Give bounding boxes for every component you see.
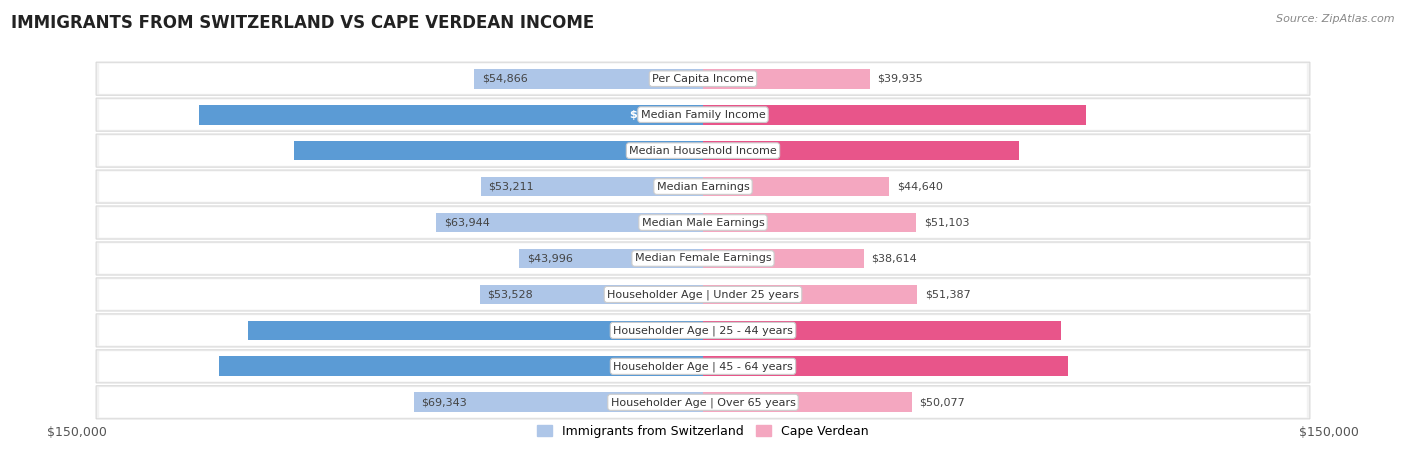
FancyBboxPatch shape: [100, 135, 1306, 166]
Text: $97,979: $97,979: [637, 146, 688, 156]
Text: $53,528: $53,528: [488, 290, 533, 299]
Bar: [703, 212, 917, 233]
FancyBboxPatch shape: [100, 351, 1306, 382]
Text: $69,343: $69,343: [422, 397, 467, 407]
Text: $39,935: $39,935: [877, 74, 922, 84]
Text: Median Male Earnings: Median Male Earnings: [641, 218, 765, 227]
FancyBboxPatch shape: [96, 98, 1310, 131]
Bar: [200, 105, 703, 125]
FancyBboxPatch shape: [96, 134, 1310, 167]
FancyBboxPatch shape: [96, 62, 1310, 95]
Bar: [703, 284, 917, 304]
Text: Per Capita Income: Per Capita Income: [652, 74, 754, 84]
Bar: [703, 69, 869, 89]
Bar: [294, 141, 703, 161]
FancyBboxPatch shape: [96, 206, 1310, 239]
FancyBboxPatch shape: [96, 170, 1310, 203]
Text: $44,640: $44,640: [897, 182, 942, 191]
FancyBboxPatch shape: [96, 278, 1310, 311]
Bar: [479, 284, 703, 304]
Text: $43,996: $43,996: [527, 254, 572, 263]
Text: Householder Age | Under 25 years: Householder Age | Under 25 years: [607, 289, 799, 300]
Bar: [436, 212, 703, 233]
Text: $50,077: $50,077: [920, 397, 965, 407]
Text: $85,758: $85,758: [718, 325, 769, 335]
FancyBboxPatch shape: [100, 207, 1306, 238]
Text: $75,848: $75,848: [718, 146, 769, 156]
FancyBboxPatch shape: [96, 350, 1310, 383]
FancyBboxPatch shape: [96, 314, 1310, 347]
FancyBboxPatch shape: [100, 171, 1306, 202]
FancyBboxPatch shape: [100, 315, 1306, 346]
Bar: [413, 392, 703, 412]
Text: Source: ZipAtlas.com: Source: ZipAtlas.com: [1277, 14, 1395, 24]
Bar: [247, 320, 703, 340]
Bar: [481, 177, 703, 197]
FancyBboxPatch shape: [100, 279, 1306, 310]
FancyBboxPatch shape: [96, 386, 1310, 419]
Text: Median Earnings: Median Earnings: [657, 182, 749, 191]
Text: $54,866: $54,866: [482, 74, 527, 84]
Text: $38,614: $38,614: [872, 254, 917, 263]
Bar: [703, 248, 865, 269]
FancyBboxPatch shape: [100, 243, 1306, 274]
Text: Householder Age | Over 65 years: Householder Age | Over 65 years: [610, 397, 796, 408]
Bar: [703, 392, 912, 412]
FancyBboxPatch shape: [100, 99, 1306, 130]
Bar: [703, 320, 1060, 340]
Text: Median Family Income: Median Family Income: [641, 110, 765, 120]
FancyBboxPatch shape: [100, 64, 1306, 94]
Text: $51,103: $51,103: [924, 218, 969, 227]
Text: $53,211: $53,211: [488, 182, 534, 191]
Text: Median Female Earnings: Median Female Earnings: [634, 254, 772, 263]
Text: $91,848: $91,848: [718, 110, 769, 120]
Bar: [703, 141, 1019, 161]
Bar: [519, 248, 703, 269]
Text: $51,387: $51,387: [925, 290, 970, 299]
Text: $63,944: $63,944: [444, 218, 489, 227]
Text: $120,726: $120,726: [630, 110, 688, 120]
FancyBboxPatch shape: [100, 387, 1306, 417]
Text: Median Household Income: Median Household Income: [628, 146, 778, 156]
Text: $109,185: $109,185: [630, 325, 688, 335]
Text: $87,580: $87,580: [718, 361, 769, 371]
Bar: [703, 177, 889, 197]
Bar: [474, 69, 703, 89]
Text: Householder Age | 45 - 64 years: Householder Age | 45 - 64 years: [613, 361, 793, 372]
Bar: [703, 105, 1085, 125]
Text: Householder Age | 25 - 44 years: Householder Age | 25 - 44 years: [613, 325, 793, 336]
Bar: [219, 356, 703, 376]
Legend: Immigrants from Switzerland, Cape Verdean: Immigrants from Switzerland, Cape Verdea…: [531, 420, 875, 443]
FancyBboxPatch shape: [96, 242, 1310, 275]
Text: IMMIGRANTS FROM SWITZERLAND VS CAPE VERDEAN INCOME: IMMIGRANTS FROM SWITZERLAND VS CAPE VERD…: [11, 14, 595, 32]
Text: $115,934: $115,934: [630, 361, 688, 371]
Bar: [703, 356, 1069, 376]
